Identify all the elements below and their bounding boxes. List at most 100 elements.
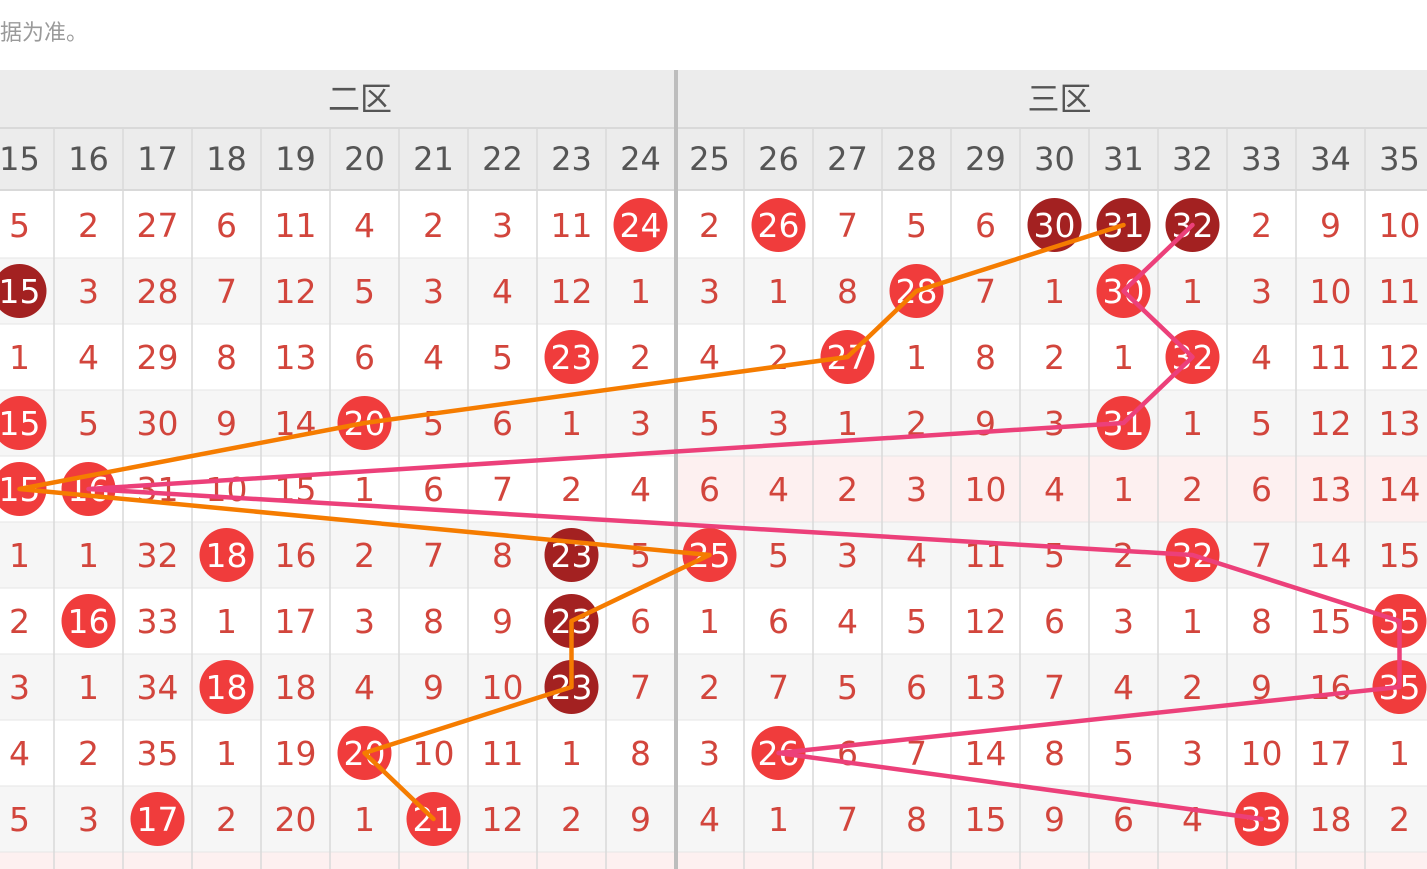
ball-number: 23 (551, 536, 593, 575)
column-header-34: 34 (1310, 140, 1351, 178)
column-header-35: 35 (1379, 140, 1420, 178)
cell-value: 4 (1182, 800, 1203, 839)
column-header-31: 31 (1103, 140, 1144, 178)
column-header-18: 18 (206, 140, 247, 178)
cell-value: 12 (275, 272, 317, 311)
cell-value: 7 (1044, 668, 1065, 707)
cell-value: 3 (837, 536, 858, 575)
cell-value: 27 (137, 206, 179, 245)
cell-value: 7 (768, 668, 789, 707)
cell-value: 1 (1113, 338, 1134, 377)
notice-text: 据为准。 (0, 21, 89, 46)
cell-value: 11 (551, 206, 593, 245)
cell-value: 4 (699, 800, 720, 839)
cell-value: 4 (423, 338, 444, 377)
ball-number: 21 (413, 800, 455, 839)
cell-value: 8 (975, 338, 996, 377)
cell-value: 5 (768, 536, 789, 575)
column-header-30: 30 (1034, 140, 1075, 178)
cell-value: 6 (837, 734, 858, 773)
cell-value: 34 (137, 668, 179, 707)
cell-value: 1 (561, 404, 582, 443)
cell-value: 1 (1182, 404, 1203, 443)
cell-value: 2 (1113, 536, 1134, 575)
ball-number: 35 (1379, 602, 1421, 641)
cell-value: 18 (1310, 800, 1352, 839)
cell-value: 28 (137, 272, 179, 311)
cell-value: 11 (1310, 338, 1352, 377)
cell-value: 8 (630, 734, 651, 773)
cell-value: 2 (561, 800, 582, 839)
ball-number: 18 (206, 536, 248, 575)
zone-label-2: 二区 (328, 80, 392, 118)
cell-value: 3 (78, 272, 99, 311)
cell-value: 9 (1044, 800, 1065, 839)
cell-value: 2 (354, 536, 375, 575)
cell-value: 16 (275, 536, 317, 575)
cell-value: 1 (837, 404, 858, 443)
cell-value: 11 (965, 536, 1007, 575)
cell-value: 1 (699, 602, 720, 641)
cell-value: 13 (965, 668, 1007, 707)
column-header-27: 27 (827, 140, 868, 178)
cell-value: 10 (482, 668, 524, 707)
ball-number: 16 (68, 470, 110, 509)
cell-value: 1 (1182, 602, 1203, 641)
cell-value: 3 (492, 206, 513, 245)
ball-number: 27 (827, 338, 869, 377)
ball-number: 23 (551, 668, 593, 707)
cell-value: 15 (275, 470, 317, 509)
column-header-24: 24 (620, 140, 661, 178)
cell-value: 7 (216, 272, 237, 311)
cell-value: 1 (216, 734, 237, 773)
cell-value: 1 (561, 734, 582, 773)
cell-value: 2 (1182, 470, 1203, 509)
cell-value: 3 (78, 800, 99, 839)
cell-value: 6 (630, 602, 651, 641)
cell-value: 5 (906, 206, 927, 245)
ball-number: 23 (551, 338, 593, 377)
cell-value: 2 (699, 206, 720, 245)
ball-number: 26 (758, 734, 800, 773)
cell-value: 1 (216, 602, 237, 641)
column-header-26: 26 (758, 140, 799, 178)
cell-value: 18 (275, 668, 317, 707)
cell-value: 1 (1113, 470, 1134, 509)
cell-value: 1 (354, 470, 375, 509)
cell-value: 15 (1310, 602, 1352, 641)
column-header-20: 20 (344, 140, 385, 178)
cell-value: 5 (78, 404, 99, 443)
cell-value: 11 (1379, 272, 1421, 311)
cell-value: 3 (906, 470, 927, 509)
cell-value: 3 (699, 272, 720, 311)
cell-value: 4 (768, 470, 789, 509)
ball-number: 24 (620, 206, 662, 245)
cell-value: 5 (492, 338, 513, 377)
ball-number: 31 (1103, 404, 1145, 443)
cell-value: 5 (1251, 404, 1272, 443)
cell-value: 2 (423, 206, 444, 245)
cell-value: 5 (354, 272, 375, 311)
cell-value: 3 (354, 602, 375, 641)
cell-value: 8 (423, 602, 444, 641)
cell-value: 4 (1251, 338, 1272, 377)
ball-number: 20 (344, 404, 386, 443)
zone-header-band (0, 70, 1427, 128)
cell-value: 4 (354, 668, 375, 707)
cell-value: 13 (1310, 470, 1352, 509)
cell-value: 5 (906, 602, 927, 641)
column-header-25: 25 (689, 140, 730, 178)
cell-value: 6 (1251, 470, 1272, 509)
column-header-29: 29 (965, 140, 1006, 178)
cell-value: 9 (975, 404, 996, 443)
cell-value: 14 (1379, 470, 1421, 509)
cell-value: 4 (837, 602, 858, 641)
cell-value: 10 (413, 734, 455, 773)
cell-value: 12 (551, 272, 593, 311)
cell-value: 5 (1044, 536, 1065, 575)
zone-label-3: 三区 (1027, 80, 1091, 118)
cell-value: 2 (630, 338, 651, 377)
cell-value: 8 (492, 536, 513, 575)
cell-value: 7 (975, 272, 996, 311)
cell-value: 3 (423, 272, 444, 311)
